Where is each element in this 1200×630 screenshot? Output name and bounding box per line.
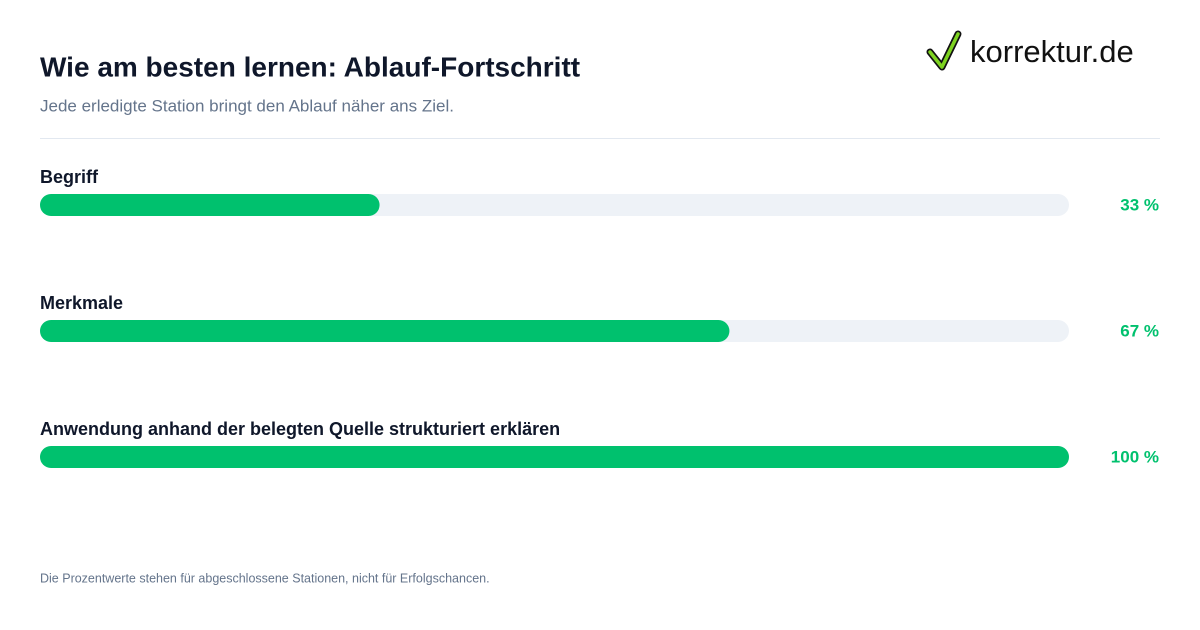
category-label: Begriff: [40, 167, 99, 187]
bar: [40, 320, 730, 342]
chart-subtitle: Jede erledigte Station bringt den Ablauf…: [40, 96, 454, 115]
value-label: 33 %: [1120, 195, 1159, 214]
brand-logo: korrektur.de: [926, 30, 1134, 71]
check-icon: [928, 32, 960, 69]
brand-name: korrektur.de: [970, 34, 1134, 69]
category-label: Anwendung anhand der belegten Quelle str…: [40, 419, 560, 439]
category-label: Merkmale: [40, 293, 123, 313]
value-label: 100 %: [1111, 447, 1159, 466]
chart-title: Wie am besten lernen: Ablauf-Fortschritt: [40, 51, 580, 82]
bar: [40, 446, 1069, 468]
footnote: Die Prozentwerte stehen für abgeschlosse…: [40, 571, 490, 585]
value-label: 67 %: [1120, 321, 1159, 340]
bar: [40, 194, 380, 216]
